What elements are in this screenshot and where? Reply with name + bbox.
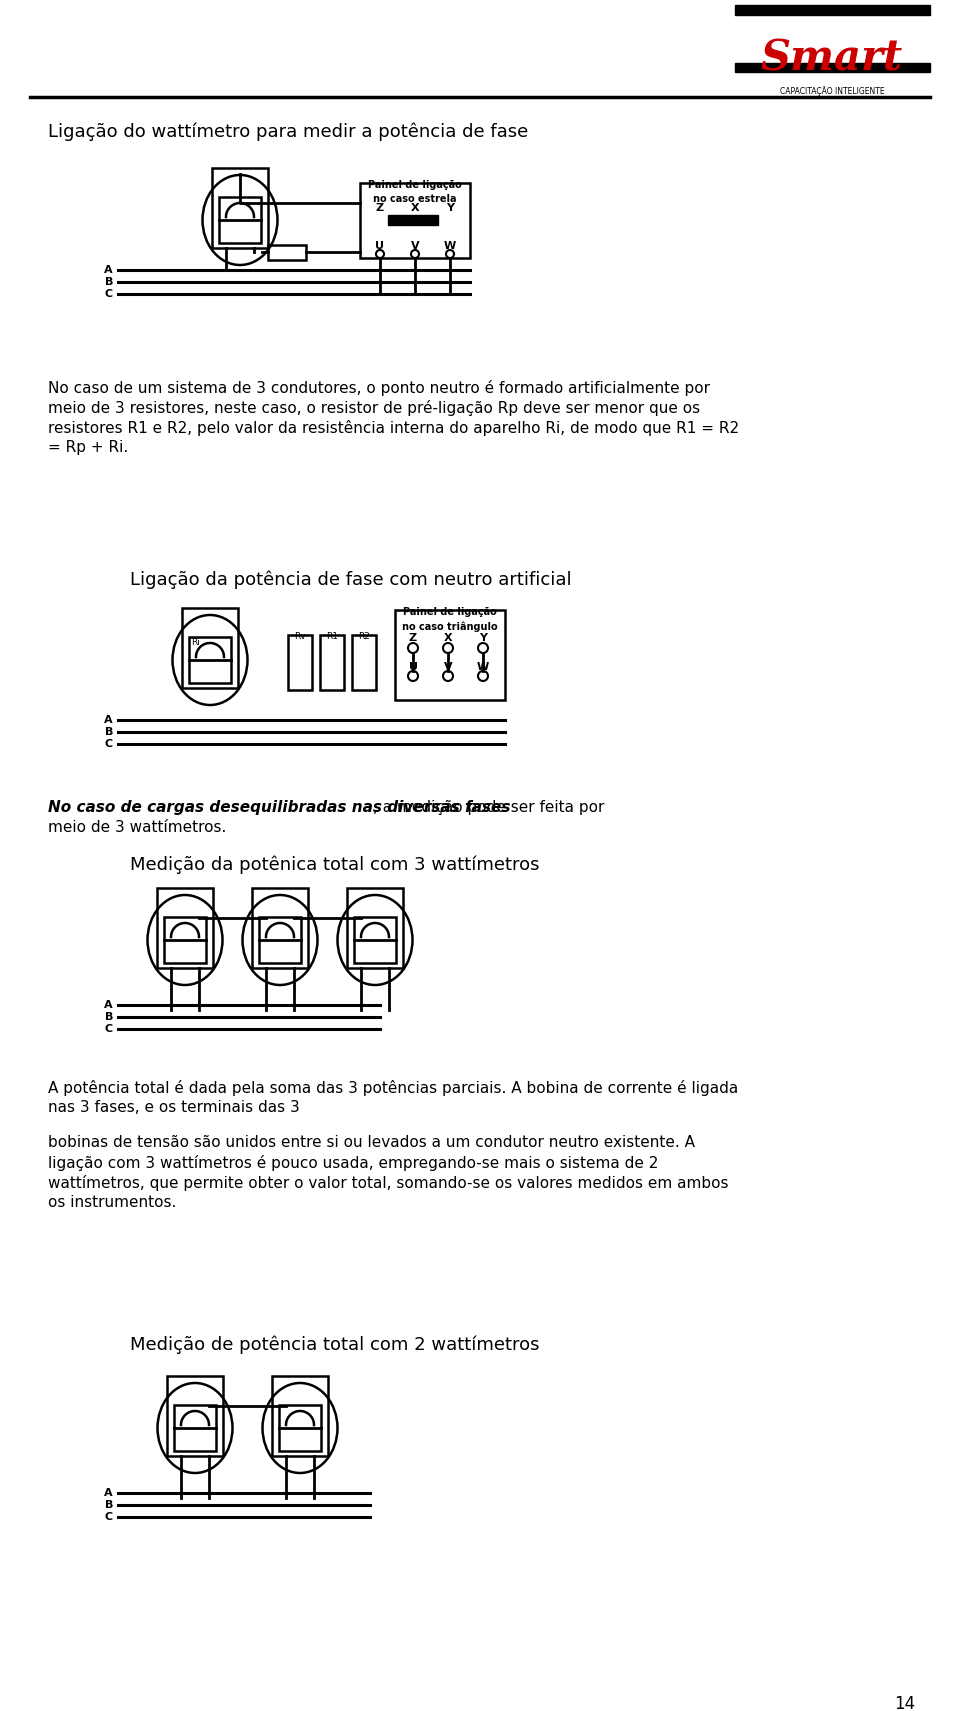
Text: X: X xyxy=(411,204,420,212)
Text: Y: Y xyxy=(479,633,487,643)
Text: 14: 14 xyxy=(895,1696,916,1711)
Bar xyxy=(189,636,231,683)
Text: C: C xyxy=(105,289,113,299)
Bar xyxy=(164,917,206,963)
Bar xyxy=(259,917,301,963)
Text: Ligação do wattímetro para medir a potência de fase: Ligação do wattímetro para medir a potên… xyxy=(48,121,528,140)
Bar xyxy=(272,1376,328,1456)
Text: C: C xyxy=(105,1513,113,1523)
Text: Rv: Rv xyxy=(294,631,306,642)
Text: V: V xyxy=(411,241,420,252)
Text: Ligação da potência de fase com neutro artificial: Ligação da potência de fase com neutro a… xyxy=(130,570,571,589)
Bar xyxy=(360,183,470,258)
Text: os instrumentos.: os instrumentos. xyxy=(48,1194,177,1210)
Text: W: W xyxy=(444,241,456,252)
Text: Painel de ligação: Painel de ligação xyxy=(403,607,497,618)
Text: Ri: Ri xyxy=(192,638,201,647)
Text: No caso de cargas desequilibradas nas diversas fases: No caso de cargas desequilibradas nas di… xyxy=(48,801,511,814)
Text: A: A xyxy=(105,1489,113,1499)
Text: Painel de ligação: Painel de ligação xyxy=(368,180,462,190)
Text: A: A xyxy=(105,265,113,275)
Text: C: C xyxy=(105,739,113,749)
Text: no caso triângulo: no caso triângulo xyxy=(402,621,498,631)
Bar xyxy=(288,635,312,690)
Text: = Rp + Ri.: = Rp + Ri. xyxy=(48,440,129,455)
Text: Y: Y xyxy=(446,204,454,212)
Bar xyxy=(174,1405,216,1451)
Text: R1: R1 xyxy=(326,631,338,642)
Text: B: B xyxy=(105,1011,113,1021)
Text: X: X xyxy=(444,633,452,643)
Text: A: A xyxy=(105,999,113,1009)
Text: no caso estrela: no caso estrela xyxy=(373,193,457,204)
Bar xyxy=(167,1376,223,1456)
Text: Smart: Smart xyxy=(761,38,903,79)
Bar xyxy=(388,216,438,226)
Bar xyxy=(347,888,403,968)
Bar xyxy=(352,635,376,690)
Text: R2: R2 xyxy=(358,631,370,642)
Text: Z: Z xyxy=(376,204,384,212)
Text: V: V xyxy=(444,662,452,672)
Bar xyxy=(735,63,930,72)
Text: Medição de potência total com 2 wattímetros: Medição de potência total com 2 wattímet… xyxy=(130,1335,540,1353)
Bar xyxy=(320,635,344,690)
Text: ligação com 3 wattímetros é pouco usada, empregando-se mais o sistema de 2: ligação com 3 wattímetros é pouco usada,… xyxy=(48,1155,659,1170)
Bar xyxy=(212,168,268,248)
Text: CAPACITAÇÃO INTELIGENTE: CAPACITAÇÃO INTELIGENTE xyxy=(780,86,884,96)
Text: B: B xyxy=(105,727,113,737)
Text: W: W xyxy=(477,662,490,672)
Bar xyxy=(252,888,308,968)
Text: B: B xyxy=(105,1501,113,1511)
Text: C: C xyxy=(105,1023,113,1033)
Bar xyxy=(395,611,505,700)
Bar xyxy=(735,5,930,15)
Text: wattímetros, que permite obter o valor total, somando-se os valores medidos em a: wattímetros, que permite obter o valor t… xyxy=(48,1175,729,1191)
Text: nas 3 fases, e os terminais das 3: nas 3 fases, e os terminais das 3 xyxy=(48,1100,300,1116)
Text: meio de 3 resistores, neste caso, o resistor de pré-ligação Rp deve ser menor qu: meio de 3 resistores, neste caso, o resi… xyxy=(48,400,700,416)
Text: bobinas de tensão são unidos entre si ou levados a um condutor neutro existente.: bobinas de tensão são unidos entre si ou… xyxy=(48,1134,695,1150)
Text: No caso de um sistema de 3 condutores, o ponto neutro é formado artificialmente : No caso de um sistema de 3 condutores, o… xyxy=(48,380,710,395)
Text: meio de 3 wattímetros.: meio de 3 wattímetros. xyxy=(48,820,227,835)
Bar xyxy=(219,197,261,243)
Text: U: U xyxy=(409,662,418,672)
Text: A: A xyxy=(105,715,113,725)
Text: Z: Z xyxy=(409,633,417,643)
Text: A potência total é dada pela soma das 3 potências parciais. A bobina de corrente: A potência total é dada pela soma das 3 … xyxy=(48,1080,738,1097)
Text: , a medição pode ser feita por: , a medição pode ser feita por xyxy=(373,801,605,814)
Bar xyxy=(354,917,396,963)
Bar xyxy=(157,888,213,968)
Text: B: B xyxy=(105,277,113,287)
Bar xyxy=(182,607,238,688)
Bar xyxy=(279,1405,321,1451)
Bar xyxy=(268,245,306,260)
Text: Medição da potênica total com 3 wattímetros: Medição da potênica total com 3 wattímet… xyxy=(130,856,540,874)
Text: U: U xyxy=(375,241,385,252)
Text: resistores R1 e R2, pelo valor da resistência interna do aparelho Ri, de modo qu: resistores R1 e R2, pelo valor da resist… xyxy=(48,419,739,436)
